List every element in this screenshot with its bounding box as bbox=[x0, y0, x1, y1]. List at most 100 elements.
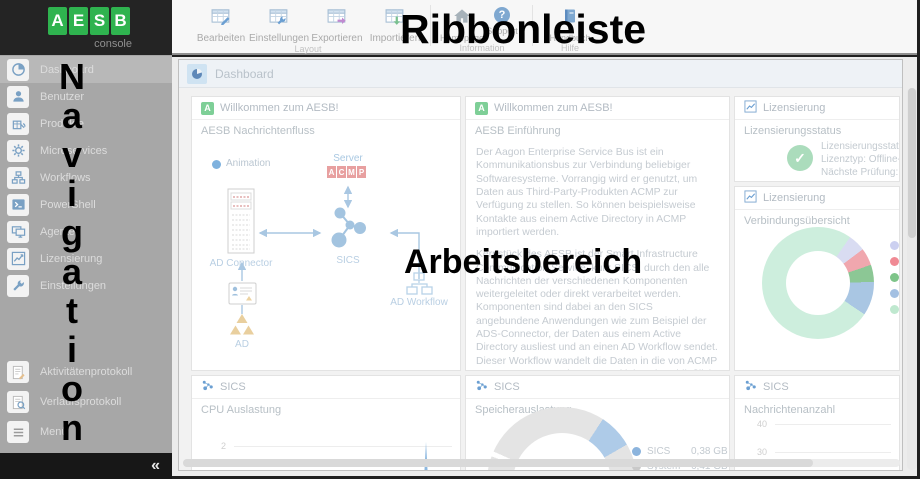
cpu-spike bbox=[423, 442, 429, 470]
card-header: SICS bbox=[192, 376, 460, 399]
sidebar-item-aktivitaetenprotokoll[interactable]: Aktivitätenprotokoll bbox=[0, 357, 172, 387]
homepage-button[interactable]: Homepage bbox=[439, 2, 485, 43]
collapse-chevron-icon[interactable]: « bbox=[151, 457, 160, 474]
button-label: Homepage bbox=[439, 33, 485, 43]
support-button[interactable]: ? Support bbox=[482, 2, 522, 36]
horizontal-scrollbar[interactable] bbox=[183, 459, 900, 467]
vertical-scrollbar-thumb[interactable] bbox=[908, 88, 916, 238]
ribbon-separator bbox=[532, 5, 533, 46]
aesb-a-icon: A bbox=[475, 101, 488, 115]
card-license-connections: Lizensierung Verbindungsübersicht bbox=[734, 186, 900, 371]
gear-icon bbox=[7, 139, 29, 162]
card-title: Willkommen zum AESB! bbox=[494, 102, 613, 114]
activity-log-icon bbox=[7, 361, 29, 383]
table-import-icon bbox=[385, 7, 405, 30]
license-chart-icon bbox=[744, 190, 757, 206]
logo-letter: A bbox=[48, 7, 67, 35]
settings-button[interactable]: Einstellungen bbox=[248, 2, 310, 44]
sidebar-item-verlaufsprotokoll[interactable]: Verlaufsprotokoll bbox=[0, 387, 172, 417]
edit-button[interactable]: Bearbeiten bbox=[192, 2, 250, 44]
history-log-icon bbox=[7, 391, 29, 413]
sidebar-item-label: Agenten bbox=[40, 225, 81, 238]
card-subtitle: CPU Auslastung bbox=[201, 404, 282, 416]
ribbon-group-label: Information bbox=[459, 43, 505, 53]
card-sics-messages: SICS Nachrichtenanzahl 40 30 bbox=[734, 375, 900, 470]
tab-label: Dashboard bbox=[215, 66, 274, 81]
button-label: Exportieren bbox=[311, 33, 363, 44]
legend-dot bbox=[890, 241, 899, 250]
card-welcome-flow: A Willkommen zum AESB! AESB Nachrichtenf… bbox=[191, 96, 461, 371]
acmp-badge: A C M P bbox=[327, 166, 366, 178]
animation-legend-dot bbox=[212, 160, 221, 169]
card-header: Lizensierung bbox=[735, 187, 899, 210]
table-export-icon bbox=[327, 7, 347, 30]
gridline bbox=[775, 424, 891, 425]
chart-icon bbox=[7, 247, 29, 270]
sidebar-item-label: Microservices bbox=[40, 144, 108, 157]
dashboard-icon bbox=[7, 58, 29, 81]
vertical-scrollbar[interactable] bbox=[907, 88, 917, 470]
sidebar-item-menue[interactable]: Menü bbox=[0, 417, 172, 447]
sidebar-item-label: Einstellungen bbox=[40, 279, 107, 292]
sidebar-spacer bbox=[0, 299, 172, 357]
card-welcome-intro: A Willkommen zum AESB! AESB Einführung D… bbox=[465, 96, 730, 371]
button-label: Einstellungen bbox=[248, 33, 310, 44]
y-axis-tick: 2 bbox=[220, 441, 226, 451]
terminal-icon bbox=[7, 193, 29, 216]
card-header: SICS bbox=[466, 376, 729, 399]
sidebar-item-powershell[interactable]: PowerShell bbox=[0, 191, 172, 218]
sidebar-item-einstellungen[interactable]: Einstellungen bbox=[0, 272, 172, 299]
ribbon-group-label: Layout bbox=[294, 44, 322, 54]
dashboard-panel: Dashboard A Willkommen zum AESB! AESB Na… bbox=[178, 59, 903, 471]
card-subtitle: Nachrichtenanzahl bbox=[744, 404, 836, 416]
legend-dot bbox=[890, 257, 899, 266]
sidebar-item-label: Benutzer bbox=[40, 90, 85, 103]
intro-paragraph-1: Der Aagon Enterprise Service Bus ist ein… bbox=[476, 147, 698, 238]
sidebar-item-microservices[interactable]: Microservices bbox=[0, 137, 172, 164]
sics-node-label: SICS bbox=[336, 255, 360, 266]
legend-dot bbox=[890, 289, 899, 298]
horizontal-scrollbar-thumb[interactable] bbox=[183, 459, 813, 467]
dashboard-tab-header: Dashboard bbox=[179, 60, 902, 88]
home-icon bbox=[452, 7, 472, 30]
users-icon bbox=[7, 85, 29, 108]
sidebar-item-lizensierung[interactable]: Lizensierung bbox=[0, 245, 172, 272]
sidebar-item-dashboard[interactable]: Dashboard bbox=[0, 56, 172, 83]
ribbon-group-information: Homepage ? Support Information bbox=[438, 2, 526, 53]
card-header: A Willkommen zum AESB! bbox=[466, 97, 729, 120]
sidebar-item-produkte[interactable]: Produkte bbox=[0, 110, 172, 137]
button-label: Importieren bbox=[369, 33, 421, 44]
aesb-logo: A E S B bbox=[48, 7, 130, 35]
sics-molecule-icon bbox=[475, 379, 488, 395]
question-icon: ? bbox=[494, 7, 510, 23]
legend-dot bbox=[890, 305, 899, 314]
aesb-a-icon: A bbox=[201, 101, 214, 115]
import-button[interactable]: Importieren bbox=[366, 2, 424, 44]
legend-item-sics: SICS 0,38 GB bbox=[632, 446, 728, 457]
license-chart-icon bbox=[744, 100, 757, 116]
y-axis-tick: 40 bbox=[756, 419, 767, 429]
logo-letter: B bbox=[111, 7, 130, 35]
workflow-icon bbox=[7, 166, 29, 189]
products-icon bbox=[7, 112, 29, 135]
sidebar-item-benutzer[interactable]: Benutzer bbox=[0, 83, 172, 110]
ribbon-separator bbox=[430, 5, 431, 46]
ad-node-label: AD bbox=[235, 339, 249, 350]
legend-dot bbox=[890, 273, 899, 282]
card-subtitle: AESB Nachrichtenfluss bbox=[201, 125, 315, 137]
sidebar-item-label: Lizensierung bbox=[40, 252, 103, 265]
license-check-date-line: Nächste Prüfung: 20.01.20 bbox=[821, 167, 899, 178]
sics-molecule-icon bbox=[201, 379, 214, 395]
sidebar-item-workflows[interactable]: Workflows bbox=[0, 164, 172, 191]
sidebar-item-label: Produkte bbox=[40, 117, 85, 130]
manual-button[interactable]: Handbuch bbox=[540, 2, 600, 43]
gridline bbox=[234, 446, 452, 447]
export-button[interactable]: Exportieren bbox=[308, 2, 366, 44]
card-sics-cpu: SICS CPU Auslastung 2 bbox=[191, 375, 461, 470]
sidebar-item-agenten[interactable]: Agenten bbox=[0, 218, 172, 245]
card-title: Lizensierung bbox=[763, 192, 826, 204]
card-sics-memory: SICS Speicherauslastung SICS 0,38 GB Sys… bbox=[465, 375, 730, 470]
table-settings-icon bbox=[269, 7, 289, 30]
app-brand-area: A E S B console bbox=[0, 0, 172, 55]
card-header: A Willkommen zum AESB! bbox=[192, 97, 460, 120]
